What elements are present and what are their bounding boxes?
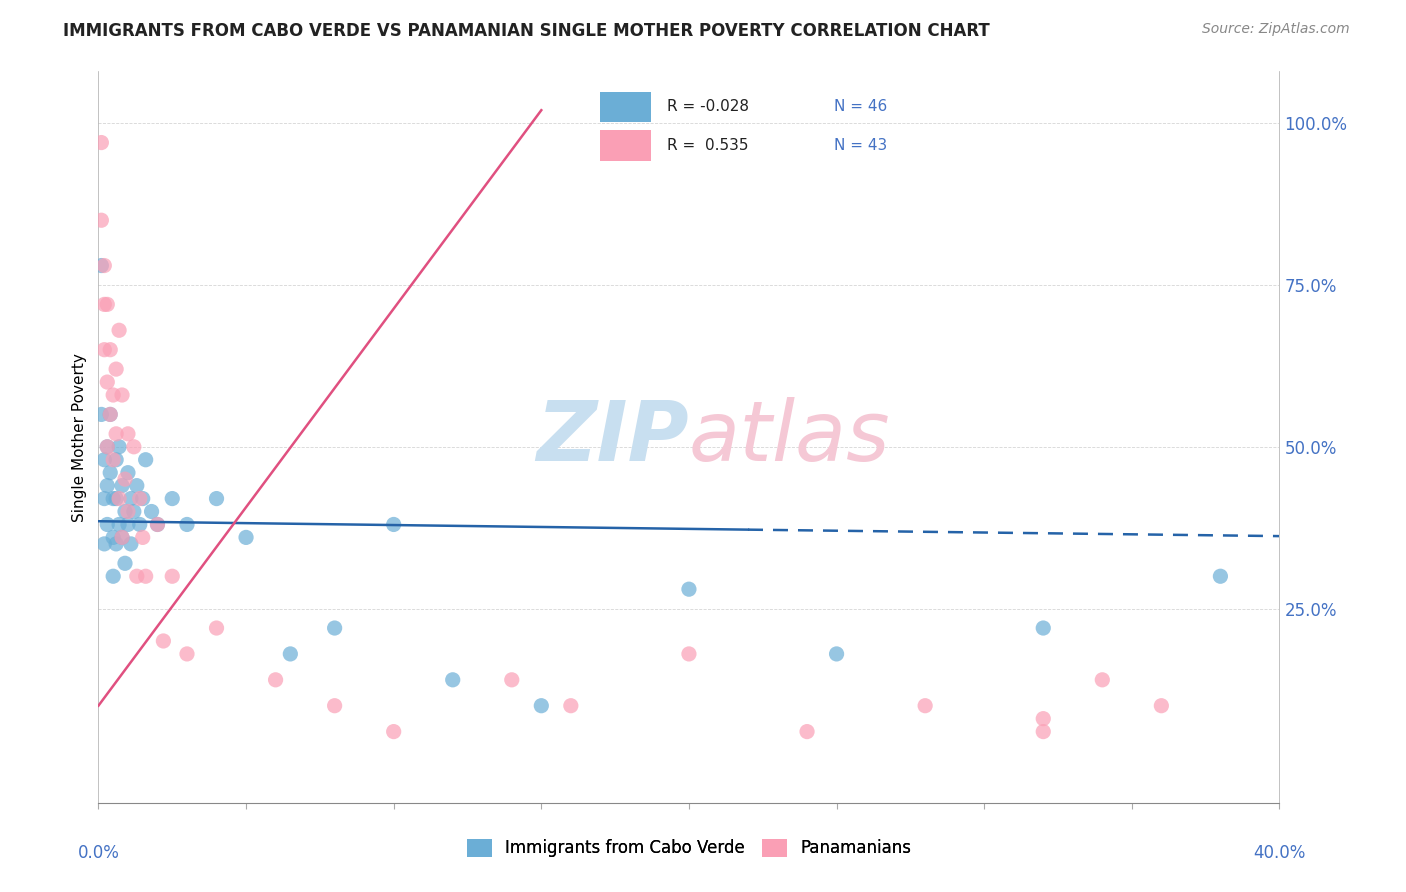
Point <box>122 504 145 518</box>
Text: atlas: atlas <box>689 397 890 477</box>
Point <box>108 517 131 532</box>
Point <box>105 537 128 551</box>
Text: Source: ZipAtlas.com: Source: ZipAtlas.com <box>1202 22 1350 37</box>
Point <box>93 491 115 506</box>
Point <box>105 491 128 506</box>
Point <box>162 569 183 583</box>
Point <box>98 408 121 422</box>
Point <box>103 388 125 402</box>
Point <box>108 323 131 337</box>
Point <box>914 698 936 713</box>
Point <box>103 530 125 544</box>
Point <box>323 698 346 713</box>
Point <box>122 440 145 454</box>
Point <box>152 634 174 648</box>
Point <box>176 647 198 661</box>
Point <box>90 213 112 227</box>
Point <box>1150 698 1173 713</box>
Point <box>114 472 136 486</box>
Point <box>205 621 228 635</box>
Point <box>96 517 118 532</box>
Point <box>128 517 150 532</box>
Point <box>90 136 112 150</box>
Point <box>1209 569 1232 583</box>
Point <box>96 440 118 454</box>
Point <box>264 673 287 687</box>
Point <box>103 569 125 583</box>
Point <box>105 362 128 376</box>
Point <box>382 517 405 532</box>
Point <box>825 647 848 661</box>
Y-axis label: Single Mother Poverty: Single Mother Poverty <box>72 352 87 522</box>
Point <box>98 466 121 480</box>
Point <box>678 647 700 661</box>
Point <box>117 504 139 518</box>
Point <box>530 698 553 713</box>
Point <box>117 426 139 441</box>
Point <box>111 530 134 544</box>
Point <box>103 491 125 506</box>
Point <box>96 375 118 389</box>
Point <box>382 724 405 739</box>
Point <box>114 504 136 518</box>
Point <box>323 621 346 635</box>
Point <box>111 530 134 544</box>
Text: 0.0%: 0.0% <box>77 845 120 863</box>
Point <box>1032 712 1054 726</box>
Point <box>120 537 142 551</box>
Point <box>105 426 128 441</box>
Point <box>125 478 148 492</box>
Point <box>560 698 582 713</box>
Point <box>117 466 139 480</box>
Point <box>98 408 121 422</box>
Point <box>235 530 257 544</box>
Point <box>128 491 150 506</box>
Text: ZIP: ZIP <box>536 397 689 477</box>
Legend: Immigrants from Cabo Verde, Panamanians: Immigrants from Cabo Verde, Panamanians <box>460 832 918 864</box>
Point <box>162 491 183 506</box>
Text: 40.0%: 40.0% <box>1253 845 1306 863</box>
Point <box>108 440 131 454</box>
Point <box>796 724 818 739</box>
Point <box>90 259 112 273</box>
Point <box>117 517 139 532</box>
Point <box>90 408 112 422</box>
Point <box>120 491 142 506</box>
Point <box>108 491 131 506</box>
Point <box>135 452 157 467</box>
Point <box>111 388 134 402</box>
Point <box>1091 673 1114 687</box>
Point <box>105 452 128 467</box>
Point <box>93 537 115 551</box>
Point <box>93 259 115 273</box>
Point <box>111 478 134 492</box>
Point <box>103 452 125 467</box>
Point <box>280 647 302 661</box>
Point <box>441 673 464 687</box>
Point <box>114 557 136 571</box>
Point <box>132 530 155 544</box>
Point <box>93 452 115 467</box>
Point <box>96 478 118 492</box>
Point <box>125 569 148 583</box>
Point <box>1032 621 1054 635</box>
Text: IMMIGRANTS FROM CABO VERDE VS PANAMANIAN SINGLE MOTHER POVERTY CORRELATION CHART: IMMIGRANTS FROM CABO VERDE VS PANAMANIAN… <box>63 22 990 40</box>
Point <box>146 517 169 532</box>
Point <box>501 673 523 687</box>
Point <box>96 297 118 311</box>
Point <box>96 440 118 454</box>
Point <box>93 343 115 357</box>
Point <box>135 569 157 583</box>
Point <box>98 343 121 357</box>
Point <box>132 491 155 506</box>
Point <box>176 517 198 532</box>
Point <box>141 504 163 518</box>
Point <box>678 582 700 597</box>
Point <box>93 297 115 311</box>
Point <box>1032 724 1054 739</box>
Point <box>146 517 169 532</box>
Point <box>205 491 228 506</box>
